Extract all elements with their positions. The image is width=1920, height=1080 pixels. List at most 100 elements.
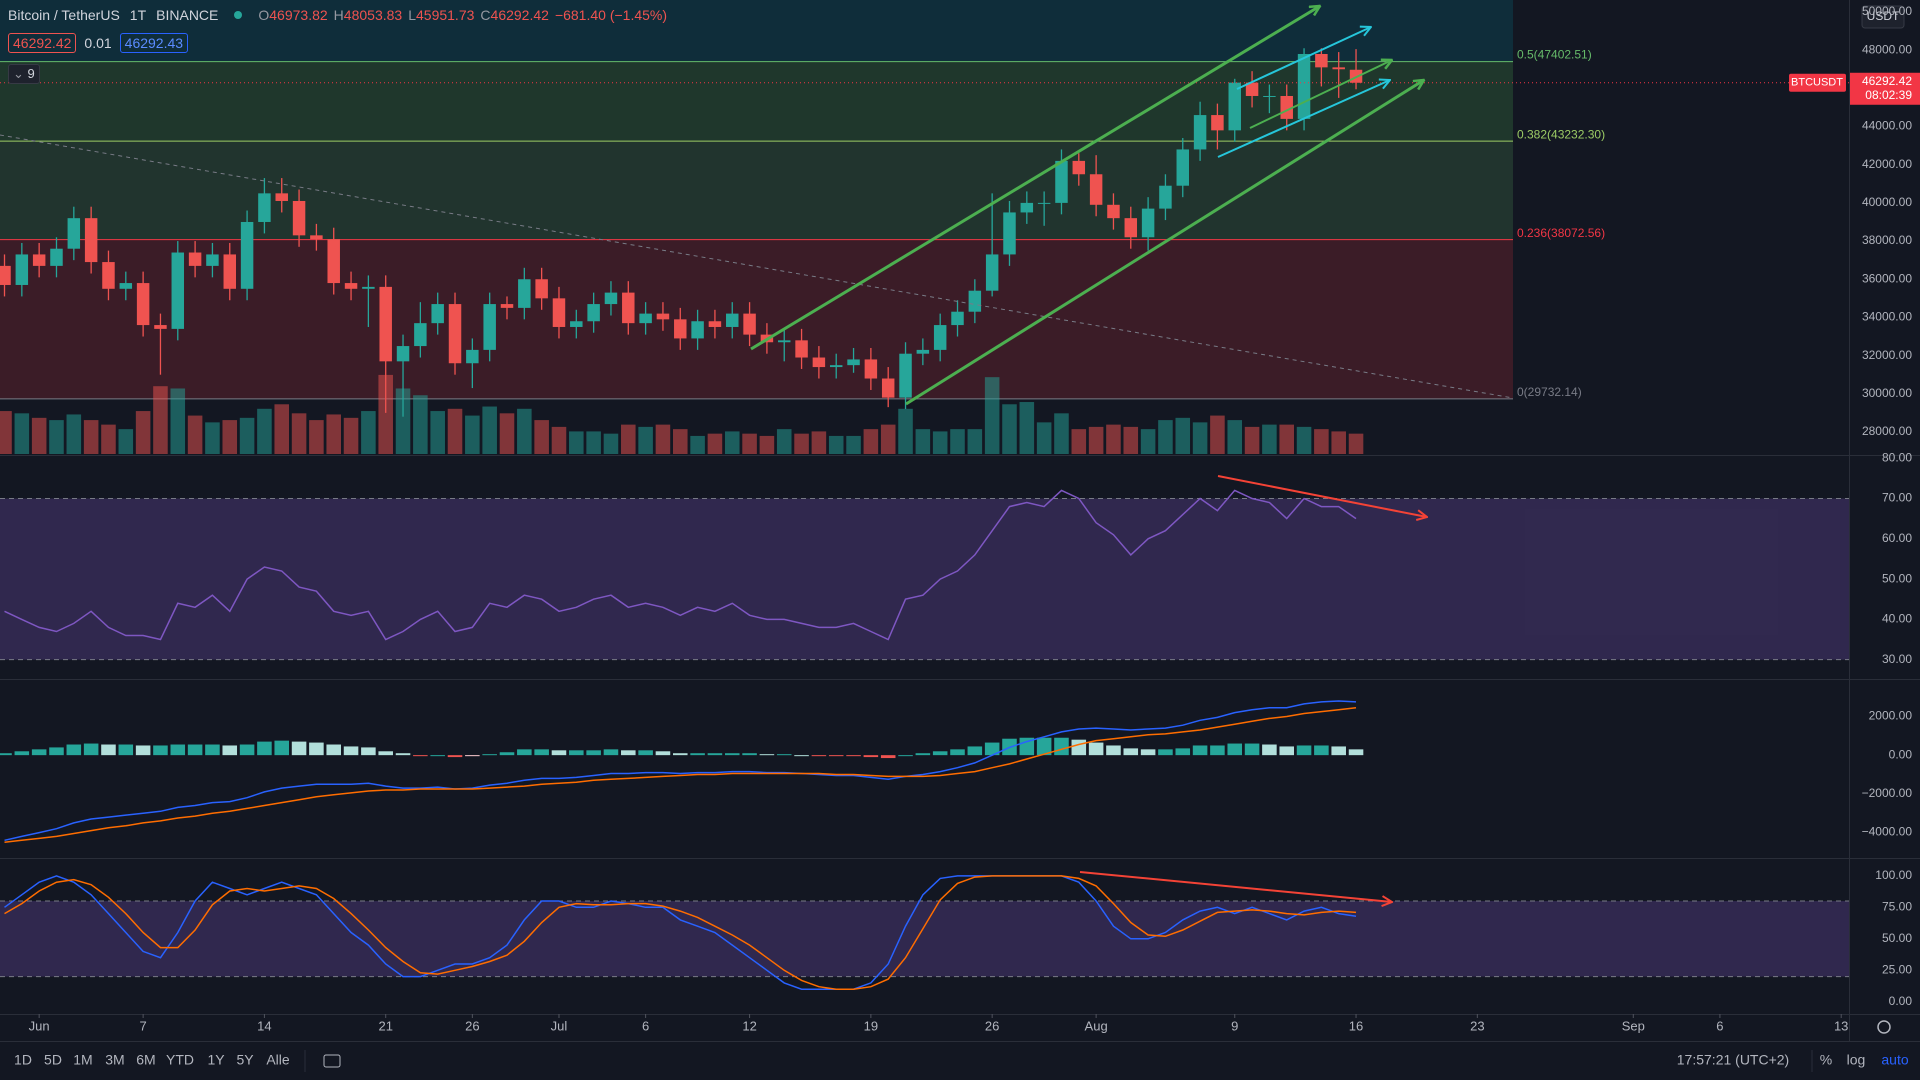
symbol[interactable]: Bitcoin / TetherUS [8,7,120,23]
volume-bar [534,420,549,454]
candle-body [500,304,514,308]
y-tick-label: 50000.00 [1862,4,1912,18]
fib-label: 0.5(47402.51) [1517,48,1592,62]
marks-layer [0,48,1849,990]
volume-bar [205,422,220,454]
volume-bar [742,433,757,454]
candle-body [1107,204,1120,219]
ohlc-value: 46292.42 [490,7,549,23]
ohlc-label: L [408,7,416,23]
volume-bar [465,415,480,454]
candle-body [1072,160,1086,175]
sell-button[interactable]: 46292.42 [8,33,77,53]
x-tick-label: 14 [257,1018,271,1033]
ohlc-item: H48053.83 [334,7,403,23]
candle-body [812,357,826,368]
volume-bar [0,411,12,454]
candle-body [414,323,427,347]
candle-body [188,252,202,266]
candle-body [691,321,704,339]
range-button[interactable]: 5D [44,1052,62,1068]
macd-histogram-bar [586,750,601,756]
candle-body [1263,95,1276,97]
macd-histogram-bar [66,744,82,756]
range-button[interactable]: YTD [166,1052,194,1068]
x-tick-label: 16 [1349,1018,1363,1033]
candle-body [206,254,219,266]
volume-bar [655,424,671,454]
fib-zone [0,61,1513,142]
indicator-line [4,700,1357,842]
macd-histogram-bar [430,755,445,757]
replay-icon[interactable] [323,1054,341,1068]
macd-histogram-bar [638,750,653,756]
scale-option[interactable]: auto [1881,1052,1908,1068]
ohlc-item: C46292.42 [480,7,549,23]
x-tick-label: Jun [29,1018,50,1033]
macd-histogram-bar [49,747,64,756]
candle-body [847,359,860,366]
candle-body [1245,82,1259,96]
volume-bar [759,435,775,454]
volume-bar [984,377,1000,454]
scale-option[interactable]: log [1847,1052,1866,1068]
candle-body [258,193,271,222]
macd-histogram-bar [343,746,359,756]
macd-histogram-bar [1192,745,1208,756]
volume-bar [326,414,342,454]
background-layer: 0.5(47402.51) 0.382(43232.30) 0.236(38072.… [0,0,1849,978]
range-button[interactable]: Alle [266,1052,290,1068]
volume-bar [1296,426,1312,454]
candle-body [1037,202,1051,204]
macd-histogram-bar [465,755,480,757]
macd-histogram-bar [794,755,809,757]
scale-option[interactable]: % [1820,1052,1832,1068]
range-button[interactable]: 1Y [207,1052,225,1068]
band-fill [0,901,1849,977]
settings-icon[interactable] [1877,1020,1891,1034]
candle-body [1003,212,1016,255]
candle-body [518,279,531,308]
last-price-label: 46292.42 [1862,74,1912,88]
x-tick-label: 6 [1716,1018,1723,1033]
volume-bar [135,411,151,454]
interval[interactable]: 1T [129,7,147,23]
macd-histogram-bar [291,741,307,756]
range-button[interactable]: 5Y [236,1052,254,1068]
volume-bar [66,414,82,454]
candle-body [1193,115,1207,150]
candle-body [1124,218,1138,238]
range-button[interactable]: 1D [14,1052,32,1068]
range-button[interactable]: 6M [136,1052,155,1068]
volume-bar [915,429,931,454]
y-tick-label: 50.00 [1882,571,1912,585]
candle-body [916,349,930,354]
candle-body [570,321,583,327]
candle-body [535,279,548,299]
candle-body [32,254,46,266]
candle-body [656,313,670,320]
candle-body [1280,95,1293,119]
candle-body [292,200,306,236]
candle-body [466,349,479,364]
candle-body [552,298,566,327]
x-tick-label: 26 [465,1018,479,1033]
range-button[interactable]: 1M [73,1052,92,1068]
candle-body [1332,67,1345,70]
exchange[interactable]: BINANCE [156,7,219,23]
currency-button[interactable] [1861,5,1905,29]
candle-body [1089,174,1103,205]
candle-body [483,304,496,350]
buy-button[interactable]: 46292.43 [119,33,189,53]
macd-histogram-bar [863,755,879,758]
indicator-toggle[interactable]: ⌄ 9 [8,64,40,84]
macd-histogram-bar [932,751,948,756]
indicator-line [4,489,1357,641]
macd-histogram-bar [724,753,740,756]
x-tick-label: 19 [864,1018,878,1033]
volume-bar [447,408,463,454]
macd-histogram-bar [447,755,463,758]
range-button[interactable]: 3M [105,1052,124,1068]
y-tick-label: 70.00 [1882,491,1912,505]
